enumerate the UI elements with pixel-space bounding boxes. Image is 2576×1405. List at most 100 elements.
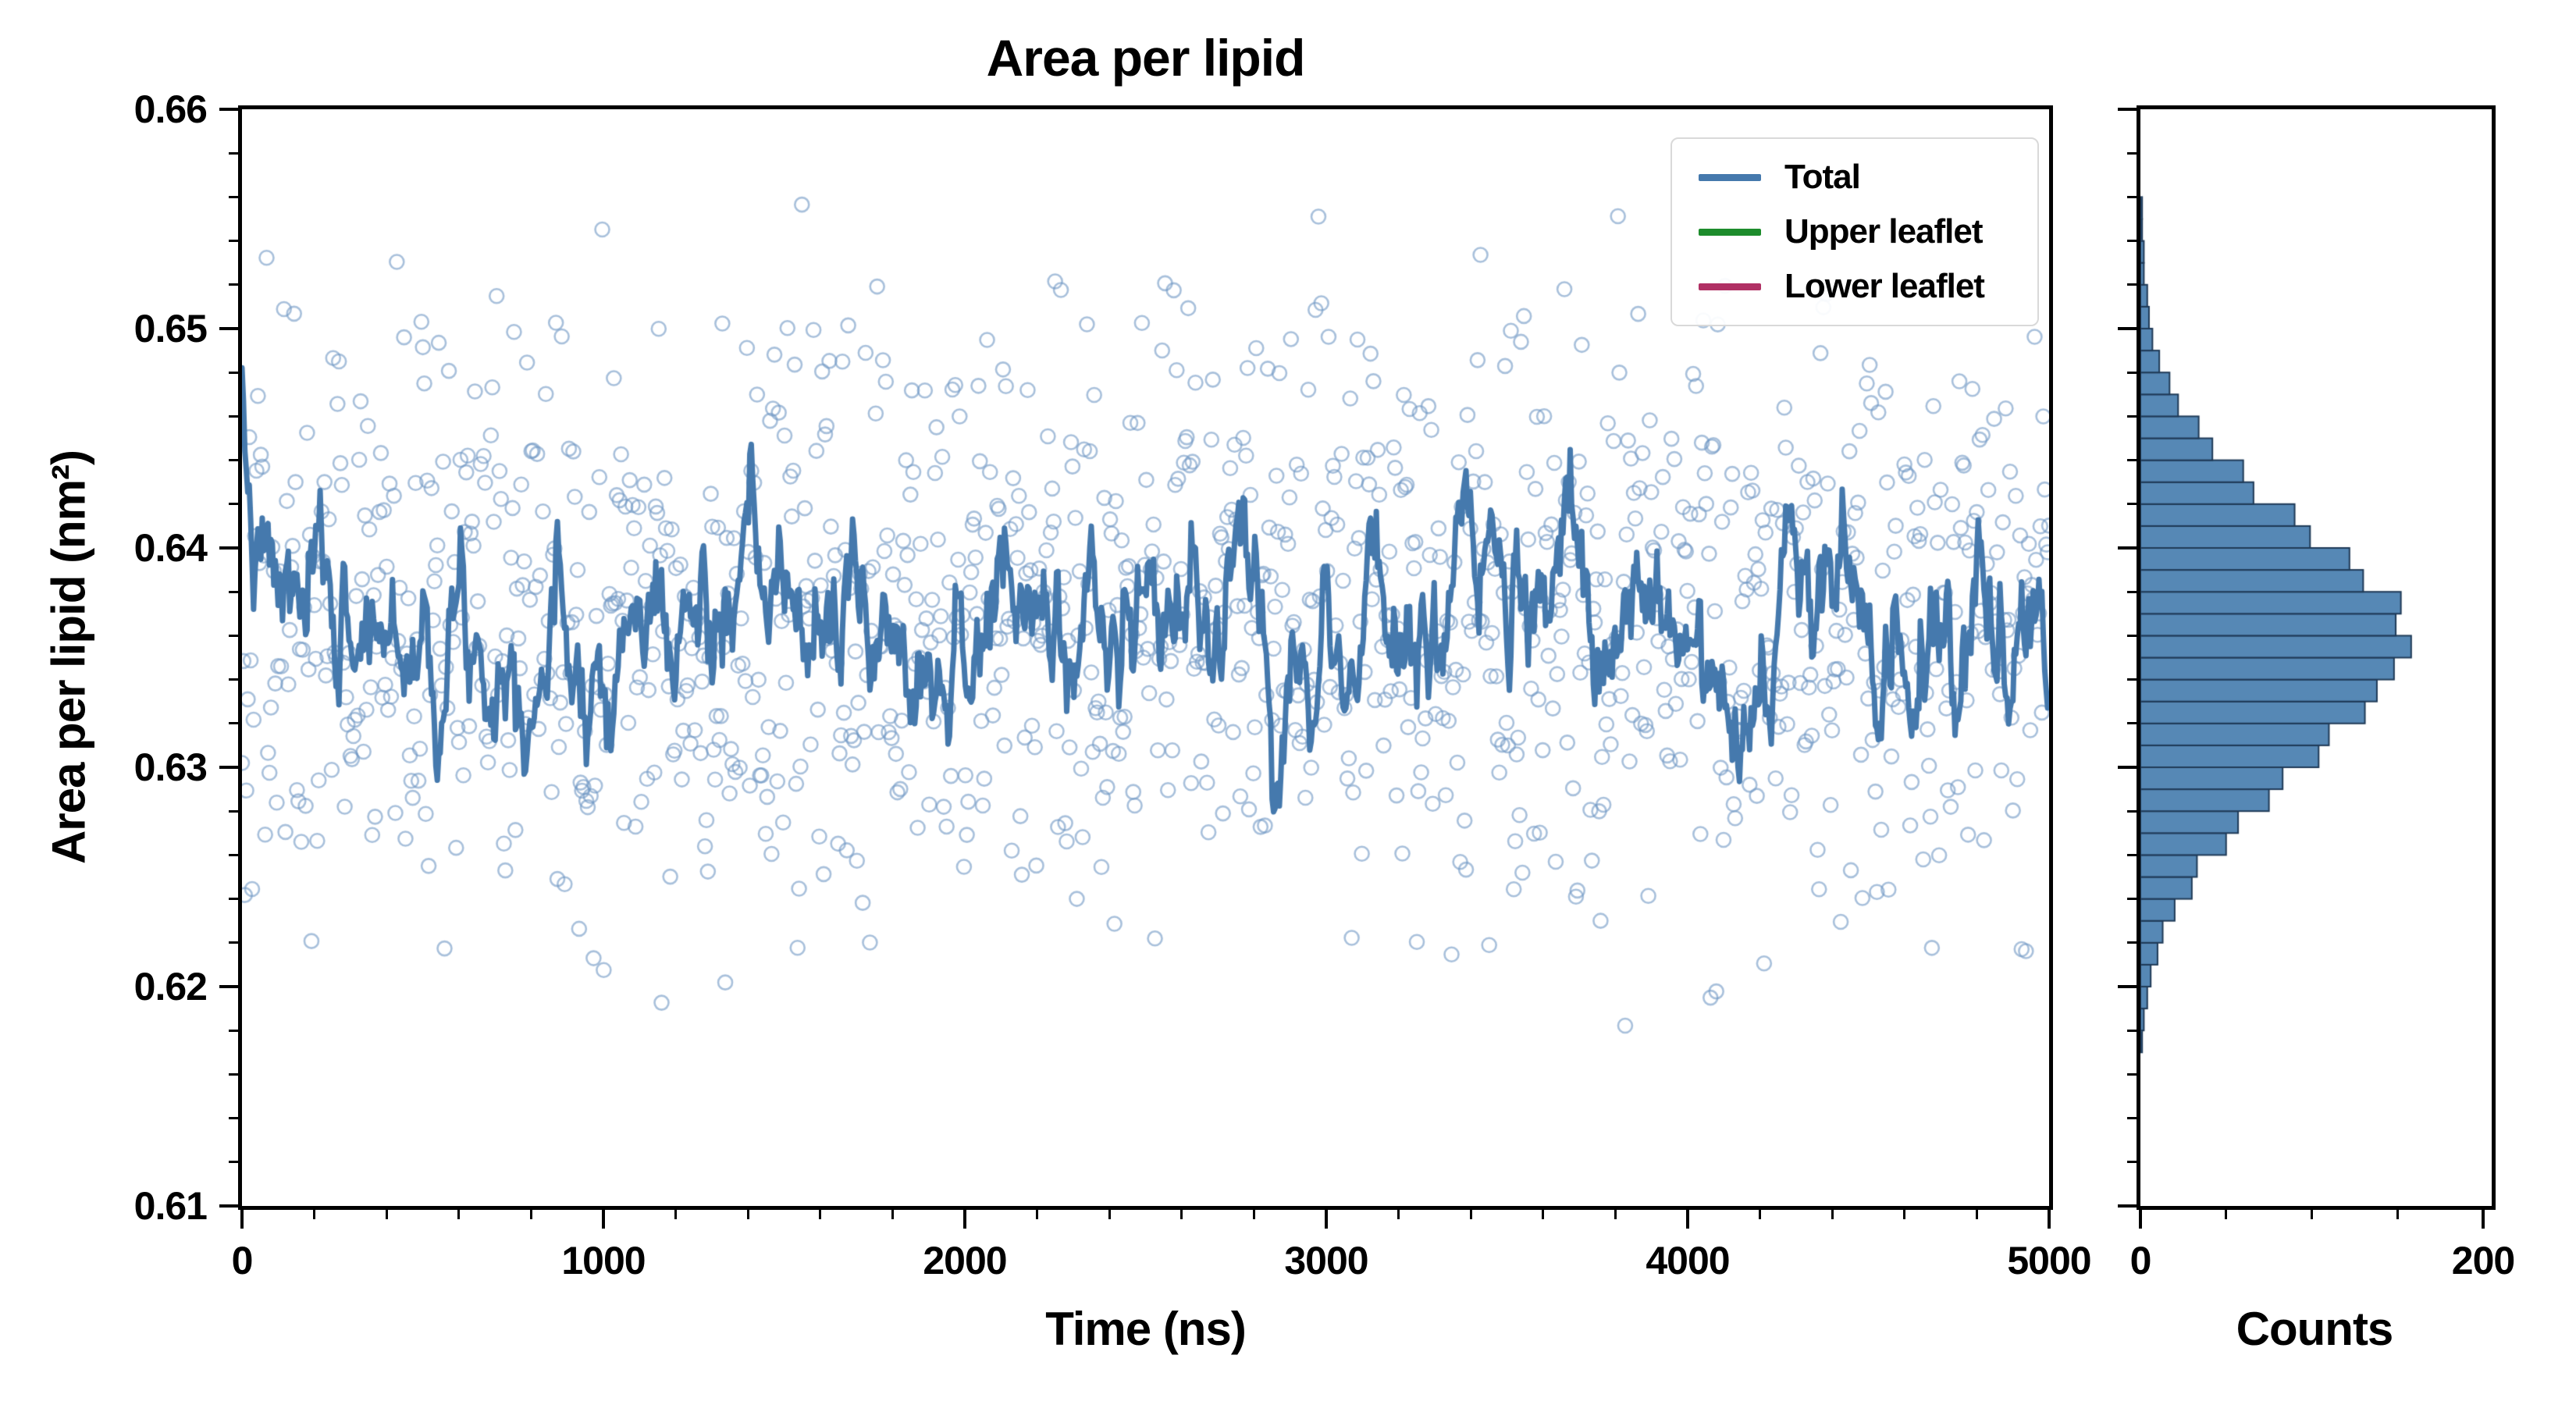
tick-mark <box>2127 240 2137 243</box>
tick-mark <box>2127 590 2137 593</box>
tick-mark <box>2127 283 2137 286</box>
tick-mark <box>2225 1210 2228 1219</box>
legend-swatch-lower-leaflet <box>1699 283 1761 290</box>
tick-mark <box>229 151 238 155</box>
legend: Total Upper leaflet Lower leaflet <box>1670 137 2039 326</box>
y-tick-label: 0.66 <box>133 87 208 131</box>
tick-mark <box>2127 722 2137 725</box>
tick-mark <box>229 634 238 637</box>
tick-mark <box>1975 1210 1978 1219</box>
chart-title: Area per lipid <box>986 29 1306 87</box>
tick-mark <box>2127 503 2137 506</box>
tick-mark <box>2127 1117 2137 1120</box>
tick-mark <box>219 985 238 988</box>
tick-mark <box>219 327 238 330</box>
tick-mark <box>2118 766 2137 769</box>
tick-mark <box>2127 151 2137 155</box>
histogram-canvas <box>2140 109 2492 1206</box>
hist-x-axis-label: Counts <box>2236 1303 2394 1355</box>
tick-mark <box>2118 546 2137 550</box>
tick-mark <box>2127 371 2137 374</box>
x-tick-label: 0 <box>231 1239 254 1282</box>
y-tick-label: 0.65 <box>133 307 208 350</box>
tick-mark <box>2396 1210 2399 1219</box>
tick-mark <box>2311 1210 2313 1219</box>
tick-mark <box>229 1072 238 1076</box>
tick-mark <box>2118 985 2137 988</box>
y-tick-label: 0.62 <box>133 965 208 1008</box>
tick-mark <box>1108 1210 1111 1219</box>
tick-mark <box>2127 678 2137 681</box>
histogram-axes <box>2137 105 2496 1210</box>
y-tick-label: 0.63 <box>133 745 208 789</box>
tick-mark <box>2127 809 2137 813</box>
tick-mark <box>1614 1210 1617 1219</box>
x-tick-label: 4000 <box>1646 1239 1730 1282</box>
tick-mark <box>229 853 238 856</box>
legend-label-upper-leaflet: Upper leaflet <box>1784 212 1984 251</box>
tick-mark <box>2127 1161 2137 1164</box>
tick-mark <box>240 1210 244 1229</box>
x-tick-label: 1000 <box>561 1239 646 1282</box>
legend-swatch-total <box>1699 173 1761 181</box>
tick-mark <box>2127 1072 2137 1076</box>
tick-mark <box>229 195 238 198</box>
tick-mark <box>1397 1210 1400 1219</box>
hist-x-tick-label: 200 <box>2451 1239 2515 1282</box>
tick-mark <box>229 898 238 901</box>
y-tick-label: 0.61 <box>133 1184 208 1228</box>
legend-entry-upper-leaflet: Upper leaflet <box>1672 205 2037 259</box>
tick-mark <box>1831 1210 1834 1219</box>
tick-mark <box>1759 1210 1762 1219</box>
tick-mark <box>1180 1210 1183 1219</box>
tick-mark <box>229 503 238 506</box>
tick-mark <box>963 1210 966 1229</box>
tick-mark <box>2118 327 2137 330</box>
tick-mark <box>229 459 238 462</box>
tick-mark <box>1469 1210 1472 1219</box>
tick-mark <box>2127 941 2137 944</box>
tick-mark <box>229 941 238 944</box>
tick-mark <box>891 1210 894 1219</box>
tick-mark <box>229 809 238 813</box>
tick-mark <box>674 1210 678 1219</box>
tick-mark <box>529 1210 532 1219</box>
legend-label-total: Total <box>1784 158 1861 196</box>
tick-mark <box>2127 1029 2137 1032</box>
main-plot-axes <box>238 105 2053 1210</box>
tick-mark <box>819 1210 822 1219</box>
tick-mark <box>229 1161 238 1164</box>
tick-mark <box>219 1204 238 1208</box>
tick-mark <box>746 1210 749 1219</box>
tick-mark <box>2127 853 2137 856</box>
tick-mark <box>2127 898 2137 901</box>
tick-mark <box>457 1210 461 1219</box>
legend-entry-total: Total <box>1672 150 2037 205</box>
y-tick-label: 0.64 <box>133 526 208 570</box>
tick-mark <box>2048 1210 2051 1229</box>
tick-mark <box>2127 459 2137 462</box>
tick-mark <box>229 590 238 593</box>
tick-mark <box>2127 414 2137 418</box>
tick-mark <box>229 678 238 681</box>
y-axis-label: Area per lipid (nm²) <box>42 450 95 865</box>
tick-mark <box>219 766 238 769</box>
tick-mark <box>2127 634 2137 637</box>
x-tick-label: 3000 <box>1284 1239 1368 1282</box>
x-tick-label: 2000 <box>923 1239 1007 1282</box>
x-axis-label: Time (ns) <box>1045 1303 1247 1355</box>
tick-mark <box>1542 1210 1545 1219</box>
tick-mark <box>1325 1210 1328 1229</box>
tick-mark <box>602 1210 605 1229</box>
x-tick-label: 5000 <box>2007 1239 2091 1282</box>
tick-mark <box>313 1210 316 1219</box>
tick-mark <box>229 722 238 725</box>
tick-mark <box>229 371 238 374</box>
tick-mark <box>229 1117 238 1120</box>
tick-mark <box>2118 108 2137 111</box>
tick-mark <box>229 240 238 243</box>
legend-swatch-upper-leaflet <box>1699 228 1761 236</box>
tick-mark <box>2118 1204 2137 1208</box>
tick-mark <box>219 108 238 111</box>
